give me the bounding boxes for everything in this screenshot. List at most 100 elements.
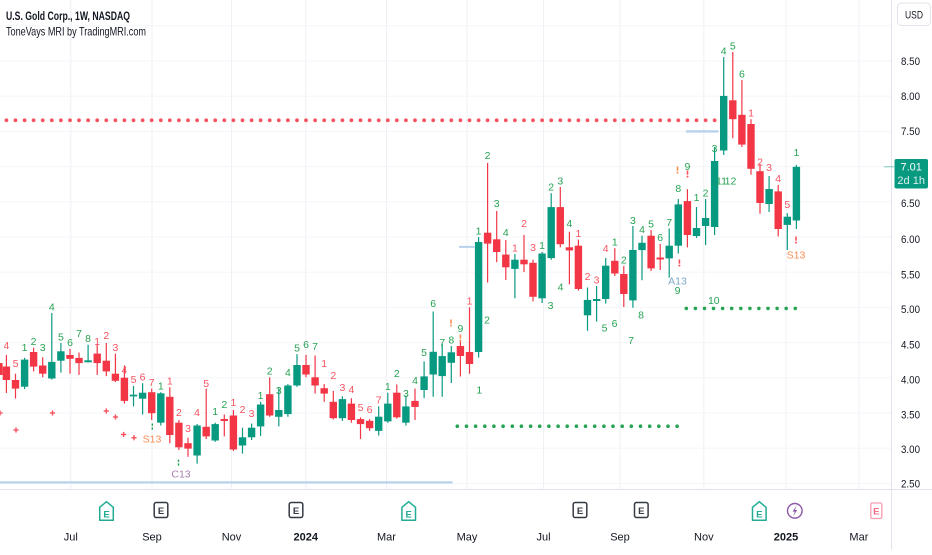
svg-text:3: 3: [630, 215, 636, 227]
svg-text:C13: C13: [171, 468, 190, 480]
svg-text:1: 1: [476, 225, 482, 237]
svg-text:1: 1: [539, 240, 545, 252]
svg-text:E: E: [406, 509, 412, 520]
svg-text:9: 9: [457, 323, 463, 335]
svg-text:8: 8: [675, 183, 681, 195]
svg-text:3: 3: [185, 423, 191, 435]
svg-text:1: 1: [612, 236, 618, 248]
svg-text:2: 2: [394, 368, 400, 380]
svg-text:2: 2: [330, 370, 336, 382]
svg-text:Nov: Nov: [222, 532, 242, 544]
svg-text:2.50: 2.50: [901, 479, 920, 491]
svg-text:1: 1: [167, 376, 173, 388]
svg-text:ToneVays MRI by TradingMRI.com: ToneVays MRI by TradingMRI.com: [6, 25, 146, 39]
svg-text:1: 1: [748, 108, 754, 120]
svg-text:Mar: Mar: [377, 532, 396, 544]
svg-text:1: 1: [512, 242, 518, 254]
svg-text:Sep: Sep: [142, 532, 162, 544]
svg-text:Jul: Jul: [536, 532, 550, 544]
svg-text:7: 7: [439, 337, 445, 349]
svg-text:2: 2: [485, 150, 491, 162]
svg-text:6: 6: [303, 339, 309, 351]
svg-text:3: 3: [249, 408, 255, 420]
svg-text:3: 3: [548, 300, 554, 312]
svg-text:E: E: [293, 506, 299, 517]
svg-text:4: 4: [603, 243, 609, 255]
svg-text:4: 4: [348, 384, 354, 396]
svg-text:3: 3: [112, 342, 118, 354]
svg-text:7.01: 7.01: [900, 162, 921, 174]
svg-text:4: 4: [566, 218, 572, 230]
svg-text:6: 6: [612, 318, 618, 330]
svg-text:S13: S13: [143, 433, 162, 445]
svg-text:Mar: Mar: [849, 532, 868, 544]
svg-text:7: 7: [149, 377, 155, 389]
svg-text:2: 2: [240, 404, 246, 416]
svg-text:12: 12: [725, 175, 737, 187]
svg-text:4: 4: [775, 173, 781, 185]
svg-text:6: 6: [140, 372, 146, 384]
svg-text:E: E: [103, 509, 109, 520]
svg-text:5: 5: [203, 378, 209, 390]
svg-text:E: E: [873, 507, 879, 518]
svg-text:2: 2: [176, 407, 182, 419]
svg-text:3: 3: [530, 242, 536, 254]
svg-text:3: 3: [766, 162, 772, 174]
svg-text:3: 3: [712, 143, 718, 155]
svg-text:7: 7: [76, 328, 82, 340]
svg-text:4: 4: [412, 375, 418, 387]
svg-text:4: 4: [285, 367, 291, 379]
svg-text:3.00: 3.00: [901, 444, 920, 456]
svg-text:9: 9: [675, 285, 681, 297]
svg-text:E: E: [756, 509, 762, 520]
svg-text:7: 7: [376, 395, 382, 407]
svg-text:1: 1: [22, 342, 28, 354]
svg-text:6: 6: [367, 404, 373, 416]
svg-text:2: 2: [31, 336, 37, 348]
svg-text:4: 4: [121, 364, 127, 376]
svg-text:1: 1: [793, 147, 799, 159]
svg-text:9: 9: [684, 161, 690, 173]
svg-text:5: 5: [602, 322, 608, 334]
svg-text:5: 5: [294, 342, 300, 354]
svg-text:1: 1: [230, 397, 236, 409]
svg-text:1: 1: [694, 192, 700, 204]
svg-text:2025: 2025: [774, 532, 798, 544]
svg-text:3: 3: [276, 385, 282, 397]
svg-text:2: 2: [521, 218, 527, 230]
svg-text:2024: 2024: [294, 532, 319, 544]
svg-text:2: 2: [484, 314, 490, 326]
svg-text:1: 1: [385, 381, 391, 393]
svg-text:4.50: 4.50: [901, 340, 920, 352]
svg-text:1: 1: [467, 296, 473, 308]
svg-text:1: 1: [212, 406, 218, 418]
svg-text:5: 5: [131, 374, 137, 386]
svg-text:5: 5: [730, 40, 736, 52]
svg-text:1: 1: [258, 390, 264, 402]
svg-text:4: 4: [49, 301, 55, 313]
svg-text:5.00: 5.00: [901, 304, 920, 316]
svg-text:2: 2: [621, 254, 627, 266]
svg-text:4: 4: [503, 227, 509, 239]
svg-text:Jul: Jul: [64, 532, 78, 544]
svg-text:4: 4: [558, 281, 564, 293]
svg-text:5: 5: [13, 358, 19, 370]
svg-text:1: 1: [476, 384, 482, 396]
svg-text:5: 5: [648, 218, 654, 230]
svg-text:11: 11: [716, 175, 727, 187]
svg-text:1: 1: [158, 381, 164, 393]
svg-text:Sep: Sep: [610, 532, 630, 544]
svg-text:8: 8: [638, 309, 644, 321]
svg-text:1: 1: [94, 336, 100, 348]
svg-text:A13: A13: [668, 275, 687, 287]
svg-text:Nov: Nov: [694, 532, 714, 544]
svg-text:3: 3: [40, 342, 46, 354]
svg-text:3: 3: [403, 388, 409, 400]
svg-text:8: 8: [85, 333, 91, 345]
svg-text:1: 1: [575, 228, 581, 240]
svg-text:3.50: 3.50: [901, 410, 920, 422]
svg-text:3: 3: [494, 198, 500, 210]
svg-text:6: 6: [657, 232, 663, 244]
svg-text:3: 3: [339, 382, 345, 394]
svg-text:5: 5: [358, 402, 364, 414]
